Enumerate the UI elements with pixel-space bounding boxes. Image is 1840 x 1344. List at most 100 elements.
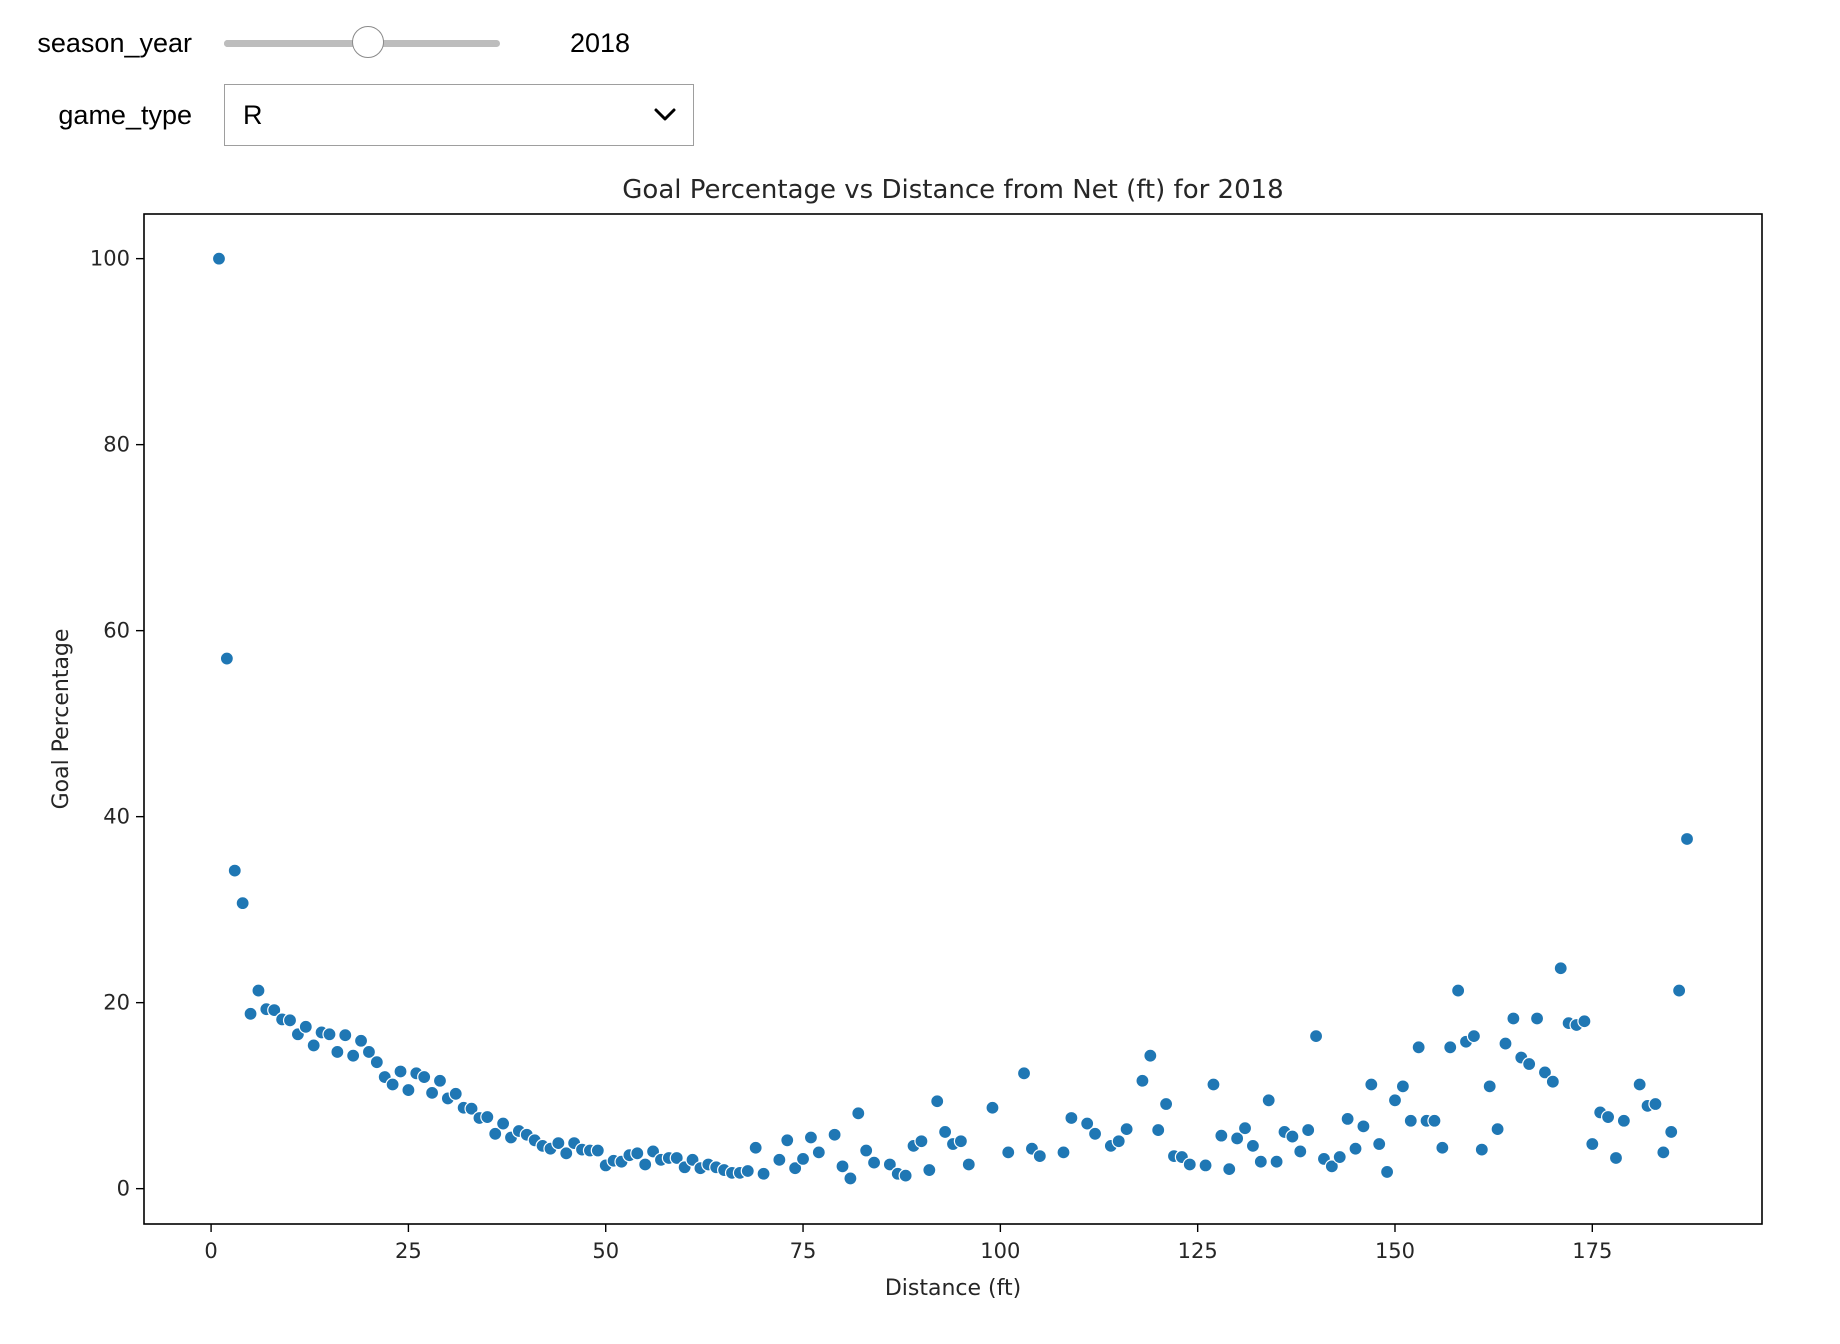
game-type-widget: game_type R [0, 84, 694, 146]
season-year-value: 2018 [570, 27, 631, 58]
data-point [1506, 1011, 1521, 1026]
data-point [1308, 1029, 1324, 1044]
data-point [1111, 1134, 1126, 1149]
data-point [432, 1073, 448, 1088]
x-tick-label: 0 [204, 1239, 217, 1263]
slider-fill [224, 40, 368, 47]
data-point [1119, 1122, 1134, 1137]
season-year-widget: season_year 2018 [0, 20, 630, 66]
data-point [1056, 1145, 1071, 1160]
data-point [1135, 1073, 1150, 1088]
data-point [1285, 1129, 1300, 1144]
data-point [1379, 1164, 1395, 1180]
data-point [211, 251, 227, 266]
season-year-slider[interactable] [224, 20, 500, 66]
data-point [859, 1143, 874, 1158]
season-year-label: season_year [37, 27, 192, 58]
y-tick-label: 20 [103, 991, 130, 1015]
data-point [1490, 1122, 1505, 1137]
y-axis: 0 20 40 60 80 100 [90, 247, 144, 1201]
data-point [1443, 1040, 1458, 1055]
data-point [1159, 1096, 1174, 1112]
data-point [1348, 1141, 1363, 1156]
data-point [1648, 1096, 1663, 1112]
slider-handle[interactable] [351, 26, 384, 58]
data-point [827, 1127, 842, 1142]
y-tick-label: 100 [90, 247, 130, 271]
data-point [1585, 1136, 1600, 1152]
plot-area [143, 213, 1763, 1225]
y-tick-label: 40 [103, 805, 130, 829]
data-point [496, 1116, 511, 1131]
data-point [843, 1171, 858, 1186]
data-point [353, 1033, 369, 1048]
data-point [393, 1064, 408, 1079]
data-point [788, 1161, 803, 1176]
data-point [1435, 1140, 1450, 1155]
data-point [638, 1157, 653, 1172]
data-point [369, 1055, 384, 1070]
data-point [1261, 1093, 1276, 1108]
data-point [1427, 1113, 1442, 1128]
data-point [1474, 1142, 1489, 1157]
data-point [1395, 1079, 1410, 1094]
data-point [361, 1044, 377, 1060]
data-point [1545, 1074, 1560, 1089]
data-point [1230, 1131, 1245, 1146]
data-point [1001, 1145, 1016, 1160]
data-point [1080, 1116, 1095, 1131]
data-point [1198, 1158, 1213, 1173]
data-point [424, 1085, 440, 1100]
data-point [756, 1166, 771, 1181]
data-point [938, 1124, 953, 1140]
x-tick-label: 50 [592, 1239, 619, 1263]
data-point [1451, 983, 1466, 998]
data-point [338, 1028, 353, 1043]
data-point [219, 651, 234, 666]
data-point [480, 1109, 495, 1125]
data-point [417, 1069, 432, 1085]
game-type-dropdown[interactable]: R [224, 84, 694, 146]
data-point [1664, 1124, 1679, 1140]
data-point [559, 1146, 574, 1161]
x-tick-label: 150 [1375, 1239, 1415, 1263]
data-point [1387, 1093, 1403, 1108]
data-point [464, 1101, 479, 1116]
data-point [780, 1133, 795, 1148]
data-point [1253, 1154, 1268, 1169]
y-tick-label: 60 [103, 619, 130, 643]
data-point [772, 1152, 787, 1167]
data-point [251, 983, 266, 998]
y-tick-label: 0 [117, 1177, 130, 1201]
data-point [1537, 1065, 1553, 1080]
data-point [1016, 1066, 1032, 1081]
data-point [803, 1130, 819, 1145]
data-point [985, 1100, 1000, 1115]
data-point [1577, 1014, 1592, 1029]
scatter-chart: Goal Percentage vs Distance from Net (ft… [49, 175, 1763, 1301]
data-point [267, 1002, 282, 1018]
data-point [1498, 1036, 1513, 1051]
chevron-down-icon [654, 108, 676, 121]
data-point [1324, 1159, 1339, 1174]
data-point [1245, 1138, 1261, 1153]
data-point [385, 1077, 400, 1092]
data-point [1293, 1144, 1308, 1159]
data-point [851, 1106, 866, 1121]
data-point [1411, 1040, 1426, 1055]
data-point [1679, 831, 1695, 847]
y-tick-label: 80 [103, 433, 130, 457]
data-point [282, 1013, 298, 1028]
data-point [1332, 1149, 1347, 1165]
data-point [811, 1145, 826, 1160]
game-type-label: game_type [58, 99, 192, 130]
data-point [898, 1168, 913, 1183]
x-tick-label: 75 [790, 1239, 817, 1263]
data-point [346, 1048, 361, 1063]
data-point [1522, 1056, 1537, 1072]
data-point [1087, 1126, 1103, 1141]
data-point [1356, 1119, 1371, 1134]
data-point [330, 1044, 345, 1060]
data-point [1237, 1121, 1253, 1136]
data-point [1206, 1077, 1221, 1092]
